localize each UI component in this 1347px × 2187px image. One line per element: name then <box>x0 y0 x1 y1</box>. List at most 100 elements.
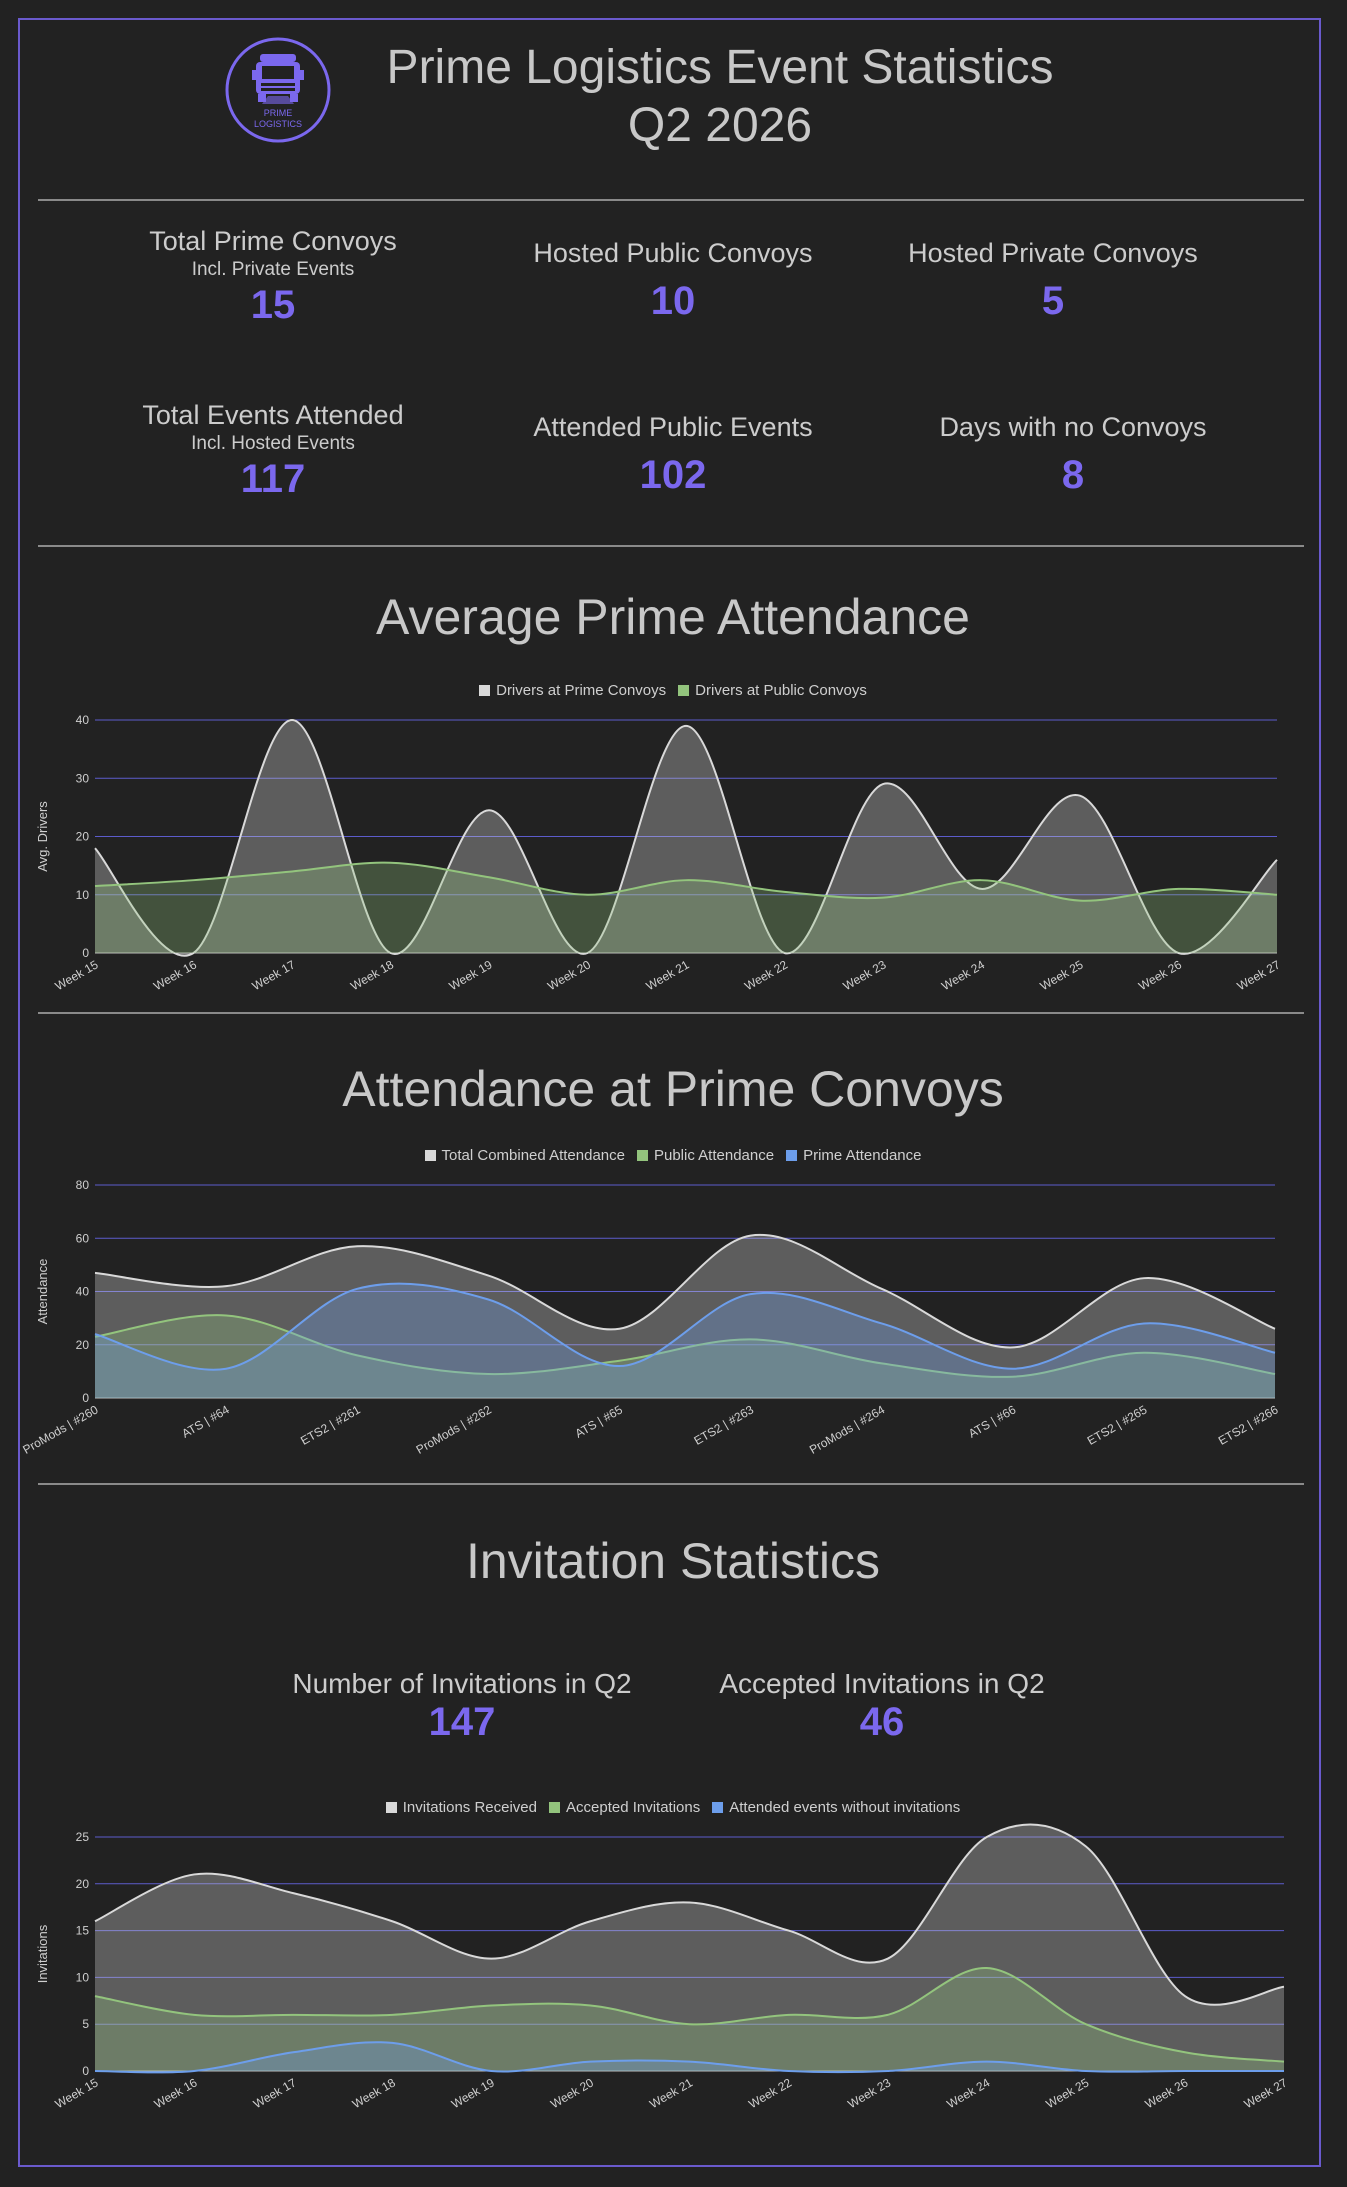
legend-swatch <box>385 1802 397 1813</box>
series-line-0 <box>94 1823 1285 2006</box>
y-tick-label: 20 <box>76 1877 90 1891</box>
y-tick-label: 5 <box>82 2017 89 2031</box>
x-tick-label: Week 16 <box>152 2075 200 2111</box>
chart3-legend: Invitations Received Accepted Invitations… <box>38 1799 1308 1816</box>
truck-logo-icon: PRIME LOGISTICS <box>225 37 331 143</box>
series-area-0 <box>95 720 1277 956</box>
stat-hosted-public-convoys: Hosted Public Convoys 10 <box>483 238 863 324</box>
x-tick-label: Week 25 <box>1044 2075 1092 2111</box>
dashboard-frame <box>18 18 1321 2167</box>
y-tick-label: 10 <box>76 1970 90 1984</box>
stat-value: 5 <box>1041 279 1065 323</box>
stat-attended-public-events: Attended Public Events 102 <box>483 412 863 498</box>
legend-label: Accepted Invitations <box>566 1799 701 1816</box>
series-area-0 <box>95 1824 1284 2071</box>
legend-item[interactable]: Prime Attendance <box>786 1147 921 1164</box>
x-tick-label: Week 18 <box>350 2075 398 2111</box>
x-tick-label: Week 27 <box>1242 2075 1290 2111</box>
legend-label: Total Combined Attendance <box>441 1147 625 1164</box>
stat-invitations-received: Number of Invitations in Q2 147 <box>252 1668 672 1745</box>
y-tick-label: 10 <box>76 888 90 902</box>
legend-label: Invitations Received <box>402 1799 537 1816</box>
stat-value: 46 <box>859 1700 905 1744</box>
series-area-2 <box>95 1283 1275 1398</box>
stat-label: Hosted Private Convoys <box>908 238 1198 268</box>
legend-item[interactable]: Invitations Received <box>385 1799 537 1816</box>
x-tick-label: Week 19 <box>449 2075 497 2111</box>
y-axis-label: Attendance <box>35 1259 50 1325</box>
stat-value: 8 <box>1061 453 1085 497</box>
stat-label: Attended Public Events <box>533 412 813 442</box>
stat-total-events-attended: Total Events Attended Incl. Hosted Event… <box>83 400 463 502</box>
x-tick-label: Week 22 <box>746 2075 794 2111</box>
y-tick-label: 40 <box>76 1285 90 1299</box>
x-tick-label: Week 17 <box>251 2075 299 2111</box>
chart2-legend: Total Combined Attendance Public Attendan… <box>38 1147 1308 1164</box>
stat-sublabel: Incl. Hosted Events <box>191 433 355 454</box>
divider <box>38 199 1304 201</box>
x-tick-label: Week 24 <box>944 2075 992 2111</box>
y-tick-label: 60 <box>76 1231 90 1245</box>
y-tick-label: 20 <box>76 830 90 844</box>
legend-swatch <box>712 1802 724 1813</box>
x-tick-label: Week 15 <box>53 2075 101 2111</box>
legend-item[interactable]: Total Combined Attendance <box>424 1147 625 1164</box>
series-line-1 <box>94 1314 1276 1378</box>
stat-days-no-convoys: Days with no Convoys 8 <box>883 412 1263 498</box>
legend-item[interactable]: Drivers at Prime Convoys <box>479 682 666 699</box>
stat-label: Accepted Invitations in Q2 <box>719 1668 1045 1699</box>
logo-text-line2: LOGISTICS <box>254 119 302 129</box>
legend-item[interactable]: Accepted Invitations <box>549 1799 700 1816</box>
series-area-1 <box>95 1315 1275 1398</box>
logo-text-line1: PRIME <box>264 108 293 118</box>
divider <box>38 1483 1304 1485</box>
x-tick-label: Week 23 <box>845 2075 893 2111</box>
y-tick-label: 0 <box>82 2064 89 2078</box>
legend-swatch <box>636 1150 648 1161</box>
stat-value: 102 <box>639 453 707 497</box>
stat-value: 15 <box>250 283 296 327</box>
legend-label: Prime Attendance <box>803 1147 922 1164</box>
page-subtitle: Q2 2026 <box>627 99 813 152</box>
divider <box>38 545 1304 547</box>
y-axis-label: Avg. Drivers <box>35 801 50 872</box>
legend-swatch <box>786 1150 798 1161</box>
series-line-2 <box>94 2041 1284 2074</box>
legend-item[interactable]: Public Attendance <box>636 1147 774 1164</box>
legend-item[interactable]: Drivers at Public Convoys <box>678 682 867 699</box>
legend-swatch <box>549 1802 560 1813</box>
series-line-1 <box>94 861 1278 902</box>
x-tick-label: Week 26 <box>1143 2075 1191 2111</box>
stat-label: Hosted Public Convoys <box>533 238 813 268</box>
series-area-1 <box>95 1967 1284 2071</box>
stat-invitations-accepted: Accepted Invitations in Q2 46 <box>672 1668 1092 1745</box>
legend-label: Drivers at Public Convoys <box>695 682 867 699</box>
legend-swatch <box>424 1150 436 1161</box>
series-line-1 <box>94 1967 1285 2063</box>
stat-label: Days with no Convoys <box>939 412 1207 442</box>
y-tick-label: 25 <box>76 1830 90 1844</box>
legend-item[interactable]: Attended events without invitations <box>712 1799 960 1816</box>
y-tick-label: 0 <box>82 1391 89 1405</box>
chart2-title: Attendance at Prime Convoys <box>342 1061 1004 1117</box>
invitation-title: Invitation Statistics <box>465 1533 881 1589</box>
legend-swatch <box>479 685 491 696</box>
stat-value: 117 <box>240 457 306 501</box>
stat-label: Total Prime Convoys <box>149 226 397 256</box>
legend-swatch <box>678 685 690 696</box>
y-axis-label: Invitations <box>35 1924 50 1983</box>
legend-label: Attended events without invitations <box>729 1799 961 1816</box>
y-tick-label: 80 <box>76 1178 90 1192</box>
stat-total-prime-convoys: Total Prime Convoys Incl. Private Events… <box>83 226 463 328</box>
y-tick-label: 20 <box>76 1338 90 1352</box>
series-area-1 <box>95 862 1277 953</box>
x-tick-label: Week 21 <box>647 2075 695 2111</box>
chart1-legend: Drivers at Prime Convoys Drivers at Publi… <box>38 682 1308 699</box>
stat-hosted-private-convoys: Hosted Private Convoys 5 <box>883 238 1223 324</box>
legend-label: Drivers at Prime Convoys <box>496 682 667 699</box>
page-title: Prime Logistics Event Statistics <box>386 41 1054 94</box>
stat-value: 10 <box>650 279 696 323</box>
stat-sublabel: Incl. Private Events <box>191 259 355 280</box>
